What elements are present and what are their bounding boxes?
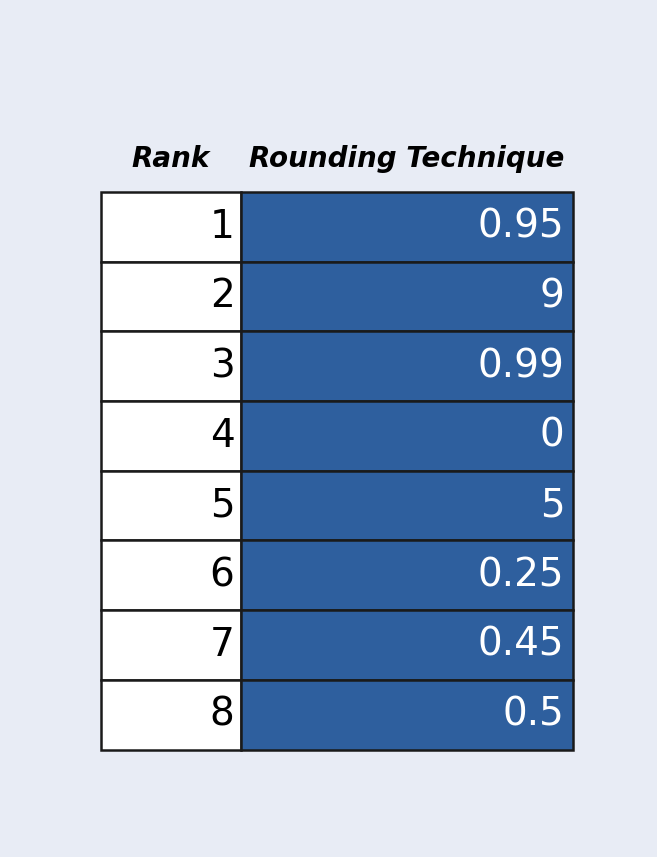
Bar [101,401,240,470]
Bar [240,470,574,541]
Text: 0.25: 0.25 [478,556,564,594]
Bar [101,192,240,261]
Bar [101,332,240,401]
Bar [240,261,574,332]
Bar [240,680,574,750]
Text: 4: 4 [210,417,235,455]
Bar [240,541,574,610]
Text: Rounding Technique: Rounding Technique [250,145,565,173]
Text: 7: 7 [210,626,235,664]
Text: 5: 5 [539,487,564,524]
Text: 0.95: 0.95 [478,207,564,246]
Bar [240,610,574,680]
Bar [101,261,240,332]
Text: Rank: Rank [132,145,210,173]
Text: 5: 5 [210,487,235,524]
Bar [240,332,574,401]
Text: 0: 0 [539,417,564,455]
Bar [101,680,240,750]
Bar [240,192,574,261]
Bar [101,470,240,541]
Text: 6: 6 [210,556,235,594]
Bar [101,541,240,610]
Text: 0.45: 0.45 [478,626,564,664]
Bar [101,610,240,680]
Text: 0.5: 0.5 [503,696,564,734]
Text: 0.99: 0.99 [478,347,564,385]
Text: 2: 2 [210,278,235,315]
Bar [240,401,574,470]
Text: 3: 3 [210,347,235,385]
Text: 1: 1 [210,207,235,246]
Text: 8: 8 [210,696,235,734]
Text: 9: 9 [539,278,564,315]
